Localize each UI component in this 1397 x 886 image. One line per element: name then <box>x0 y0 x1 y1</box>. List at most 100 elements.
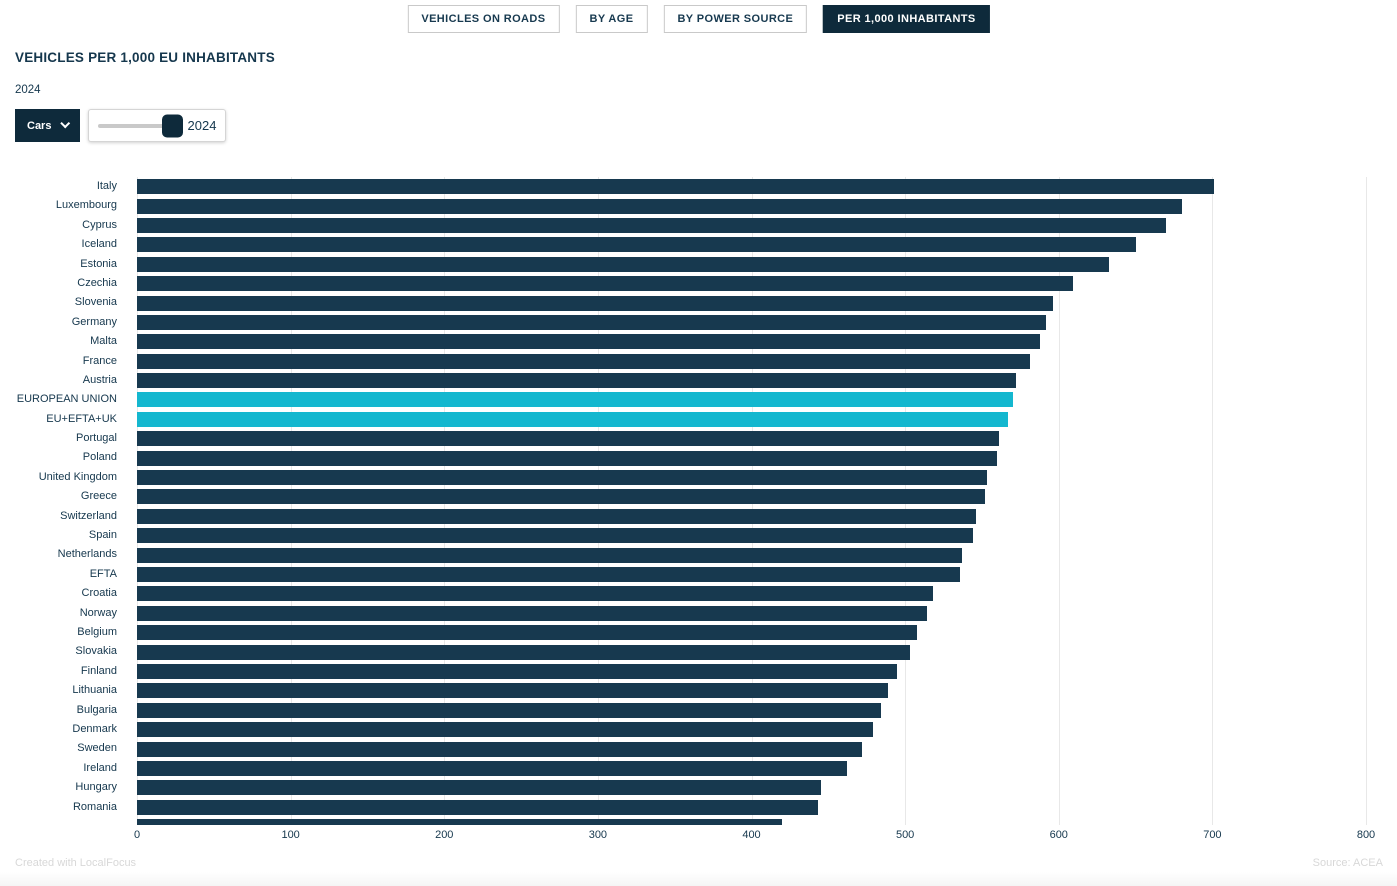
row-label: Norway <box>79 606 117 619</box>
chart-row: Spain <box>0 526 1366 545</box>
chart-row: Norway <box>0 604 1366 623</box>
bar[interactable] <box>137 625 918 641</box>
bar-track <box>137 545 1366 564</box>
bar[interactable] <box>137 702 881 718</box>
bar-track <box>137 662 1366 681</box>
gridline <box>1366 177 1367 825</box>
bar[interactable] <box>137 760 847 776</box>
row-label: Italy <box>96 180 117 192</box>
bar[interactable] <box>137 663 898 679</box>
bar[interactable] <box>137 373 1016 389</box>
x-tick-label: 200 <box>435 829 454 841</box>
year-slider-track[interactable] <box>98 114 183 137</box>
bar[interactable] <box>137 547 962 563</box>
bar[interactable] <box>137 586 933 602</box>
bar[interactable] <box>137 489 985 505</box>
x-tick-label: 300 <box>588 829 608 841</box>
bar-track <box>137 642 1366 661</box>
row-label: Cyprus <box>82 218 117 231</box>
tab-by-age[interactable]: BY AGE <box>575 5 648 33</box>
bar[interactable] <box>137 237 1136 253</box>
chevron-down-icon <box>60 118 71 129</box>
chart-row <box>0 817 1366 825</box>
bar-track <box>137 701 1366 720</box>
bar[interactable] <box>137 605 927 621</box>
bar-track <box>137 468 1366 487</box>
vehicle-type-dropdown[interactable]: Cars <box>15 109 81 142</box>
bar[interactable] <box>137 780 821 796</box>
bar[interactable] <box>137 722 873 738</box>
bar[interactable] <box>137 470 987 486</box>
row-label: Ireland <box>83 761 117 774</box>
row-label: Finland <box>80 664 117 677</box>
bar-track <box>137 759 1366 778</box>
bar[interactable] <box>137 295 1053 311</box>
bar[interactable] <box>137 256 1110 272</box>
row-label: Spain <box>88 529 117 542</box>
chart-row: Malta <box>0 332 1366 351</box>
bar-track <box>137 235 1366 254</box>
bar[interactable] <box>137 198 1182 214</box>
row-label: Luxembourg <box>55 199 117 212</box>
bar[interactable] <box>137 334 1041 350</box>
bar[interactable] <box>137 683 889 699</box>
bar[interactable] <box>137 508 976 524</box>
row-label: Sweden <box>77 742 117 755</box>
bar[interactable] <box>137 179 1214 195</box>
tab-vehicles-on-roads[interactable]: VEHICLES ON ROADS <box>407 5 560 33</box>
row-label: Slovakia <box>75 645 117 658</box>
bar[interactable] <box>137 819 783 825</box>
bar-track <box>137 274 1366 293</box>
bar-track <box>137 487 1366 506</box>
row-label: United Kingdom <box>38 470 117 483</box>
bar[interactable] <box>137 314 1047 330</box>
bar-track <box>137 313 1366 332</box>
bar[interactable] <box>137 741 863 757</box>
chart-rows-viewport: Italy Luxembourg Cyprus Iceland Estonia Czech… <box>0 177 1366 825</box>
x-tick-label: 0 <box>133 829 141 841</box>
bar-track <box>137 720 1366 739</box>
chart-row: Lithuania <box>0 681 1366 700</box>
x-tick-label: 600 <box>1049 829 1068 841</box>
bar[interactable] <box>137 799 818 815</box>
bar[interactable] <box>137 644 910 660</box>
x-tick-label: 100 <box>281 829 300 841</box>
tab-per-1000-inhabitants[interactable]: PER 1,000 INHABITANTS <box>823 5 990 33</box>
row-label: Iceland <box>81 238 117 251</box>
chart-row: Ireland <box>0 759 1366 778</box>
chart-row: Germany <box>0 313 1366 332</box>
chart-row: Czechia <box>0 274 1366 293</box>
year-slider: 2024 <box>88 109 227 142</box>
vehicle-type-dropdown-label: Cars <box>27 119 52 132</box>
chart-row: EU+EFTA+UK <box>0 410 1366 429</box>
bar[interactable] <box>137 528 973 544</box>
bar-track <box>137 778 1366 797</box>
row-label: EU+EFTA+UK <box>46 412 117 425</box>
chart-row: France <box>0 352 1366 371</box>
year-slider-handle[interactable] <box>161 114 183 137</box>
chart-row: Cyprus <box>0 216 1366 235</box>
row-label: Romania <box>72 800 117 813</box>
bar[interactable] <box>137 276 1073 292</box>
row-label: Slovenia <box>74 296 117 309</box>
chart-row: Belgium <box>0 623 1366 642</box>
chart-row: Bulgaria <box>0 701 1366 720</box>
bar[interactable] <box>137 217 1167 233</box>
bar-track <box>137 216 1366 235</box>
chart-row: Finland <box>0 662 1366 681</box>
bar[interactable] <box>137 450 998 466</box>
chart-row: Austria <box>0 371 1366 390</box>
bar[interactable] <box>137 411 1009 427</box>
tab-by-power-source[interactable]: BY POWER SOURCE <box>663 5 808 33</box>
bar-track <box>137 448 1366 467</box>
bar[interactable] <box>137 431 999 447</box>
bar-track <box>137 584 1366 603</box>
source-text: Source: ACEA <box>1312 857 1383 869</box>
bar[interactable] <box>137 353 1030 369</box>
row-label: Netherlands <box>57 548 117 561</box>
x-axis: 0 100 200 300 400 500 600 700 800 <box>133 829 1375 845</box>
chart-row: Denmark <box>0 720 1366 739</box>
bar[interactable] <box>137 392 1013 408</box>
bar[interactable] <box>137 567 961 582</box>
chart-row: United Kingdom <box>0 468 1366 487</box>
